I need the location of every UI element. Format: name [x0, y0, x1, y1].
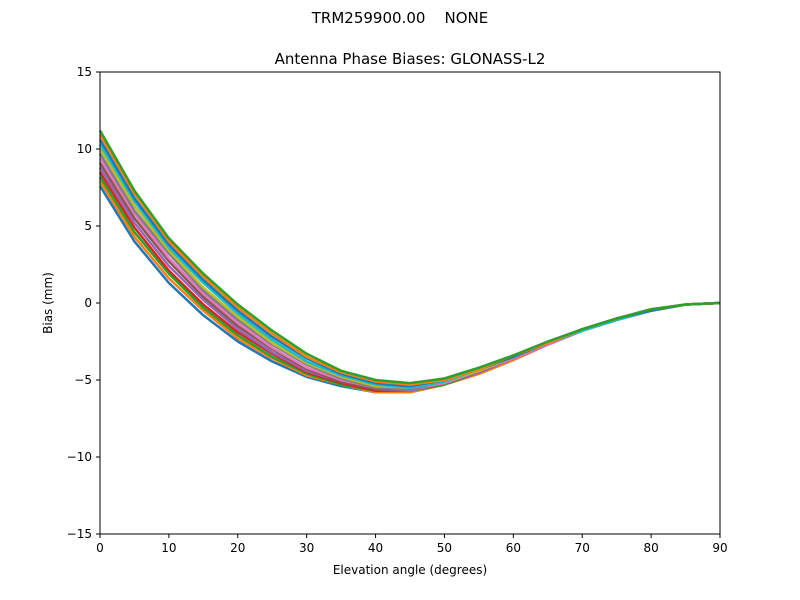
x-tick-label: 50 — [437, 541, 452, 555]
figure-suptitle: TRM259900.00 NONE — [311, 9, 489, 27]
x-tick-label: 60 — [506, 541, 521, 555]
x-tick-label: 70 — [575, 541, 590, 555]
x-tick-label: 80 — [643, 541, 658, 555]
x-tick-label: 10 — [161, 541, 176, 555]
series-line-10 — [98, 143, 721, 389]
x-axis-label: Elevation angle (degrees) — [333, 563, 487, 577]
y-axis-label: Bias (mm) — [41, 272, 55, 334]
x-tick-label: 0 — [96, 541, 104, 555]
x-tick-label: 40 — [368, 541, 383, 555]
x-tick-label: 30 — [299, 541, 314, 555]
x-tick-label: 20 — [230, 541, 245, 555]
y-tick-label: 0 — [84, 296, 92, 310]
series-layer — [98, 129, 721, 394]
plot-frame — [99, 71, 721, 535]
series-line-12 — [98, 134, 721, 386]
x-tick-label: 90 — [712, 541, 727, 555]
series-line-13 — [98, 129, 721, 385]
y-tick-label: −15 — [67, 527, 92, 541]
chart-title: Antenna Phase Biases: GLONASS-L2 — [275, 50, 546, 68]
y-tick-label: 15 — [77, 65, 92, 79]
y-tick-label: −10 — [67, 450, 92, 464]
tick-layer: 0 10 20 30 40 50 60 70 80 90 −15 −10 −5 0 5 10 15 — [67, 65, 728, 555]
y-tick-label: 5 — [84, 219, 92, 233]
y-tick-label: 10 — [77, 142, 92, 156]
y-tick-label: −5 — [74, 373, 92, 387]
